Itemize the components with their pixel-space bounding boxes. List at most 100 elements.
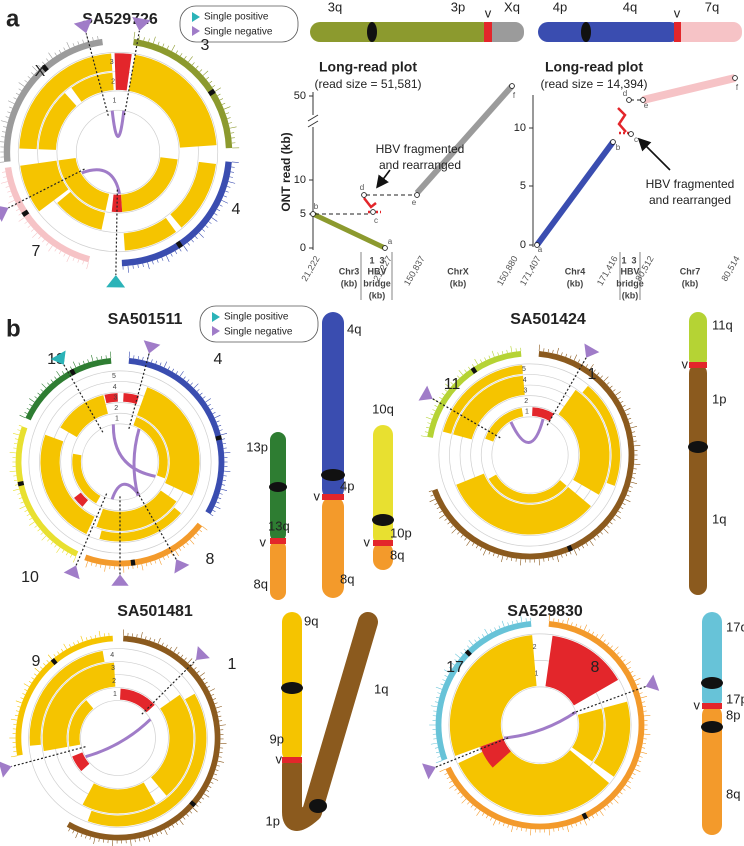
position-tick bbox=[47, 382, 50, 386]
position-tick bbox=[218, 424, 222, 427]
chromosome-segment bbox=[538, 22, 680, 42]
position-tick bbox=[501, 620, 505, 627]
centromere bbox=[215, 435, 222, 441]
copy-number-segment bbox=[60, 395, 108, 438]
position-tick bbox=[425, 416, 432, 420]
position-tick bbox=[639, 692, 643, 694]
position-tick bbox=[230, 171, 235, 173]
position-tick bbox=[430, 742, 438, 745]
position-tick bbox=[7, 190, 11, 193]
position-tick bbox=[5, 186, 10, 188]
position-tick bbox=[9, 106, 13, 109]
centromere bbox=[69, 368, 76, 376]
position-tick bbox=[593, 537, 596, 541]
position-tick bbox=[595, 812, 599, 816]
karyotype-label: 1q bbox=[712, 511, 726, 526]
position-tick bbox=[606, 525, 610, 528]
position-tick bbox=[587, 629, 590, 633]
position-tick bbox=[619, 655, 623, 659]
plot-subtitle: (read size = 51,581) bbox=[314, 77, 421, 91]
position-tick bbox=[133, 31, 136, 39]
position-tick bbox=[56, 547, 61, 553]
position-tick bbox=[209, 688, 215, 692]
position-tick bbox=[140, 632, 143, 639]
breakpoint-marker bbox=[174, 559, 190, 574]
position-tick bbox=[225, 112, 230, 115]
ring-label: 3 bbox=[524, 387, 528, 394]
position-tick bbox=[467, 645, 470, 649]
position-tick bbox=[166, 45, 169, 49]
position-tick bbox=[606, 804, 610, 808]
plot-title: Long-read plot bbox=[545, 59, 643, 75]
position-tick bbox=[192, 807, 198, 813]
position-tick bbox=[622, 659, 626, 662]
position-tick bbox=[573, 549, 578, 556]
legend-marker bbox=[192, 12, 200, 22]
ring-line bbox=[56, 90, 180, 214]
breakpoint-line bbox=[11, 746, 86, 768]
karyotype-label: 8q bbox=[390, 547, 404, 562]
ring-label: 5 bbox=[522, 366, 526, 373]
position-tick bbox=[466, 540, 471, 546]
position-tick bbox=[561, 554, 563, 558]
position-tick bbox=[136, 634, 138, 638]
position-tick bbox=[216, 208, 221, 212]
position-tick bbox=[58, 250, 62, 255]
position-tick bbox=[485, 815, 489, 819]
position-tick bbox=[450, 382, 454, 385]
position-tick bbox=[612, 389, 616, 392]
x-tick-label: 150,880 bbox=[495, 254, 520, 287]
position-tick bbox=[593, 369, 596, 373]
position-tick bbox=[82, 39, 84, 44]
chromosome-label: 4 bbox=[232, 201, 241, 218]
position-tick bbox=[520, 615, 523, 623]
position-tick bbox=[0, 141, 5, 143]
position-tick bbox=[80, 833, 83, 837]
bridge-tick-label: 3 bbox=[379, 255, 384, 265]
karyotype-label: 4q bbox=[623, 0, 637, 14]
position-tick bbox=[511, 620, 514, 625]
position-tick bbox=[450, 525, 454, 528]
position-tick bbox=[27, 76, 31, 79]
position-tick bbox=[638, 760, 642, 763]
position-tick bbox=[15, 92, 20, 96]
position-tick bbox=[600, 531, 603, 535]
position-tick bbox=[28, 681, 32, 684]
position-tick bbox=[30, 72, 34, 76]
position-tick bbox=[47, 654, 53, 660]
chromosome-label: 8 bbox=[206, 551, 215, 568]
section-label: bridge bbox=[363, 278, 391, 288]
position-tick bbox=[32, 232, 38, 238]
position-tick bbox=[547, 557, 549, 562]
position-tick bbox=[501, 350, 504, 355]
karyotype-label: 1q bbox=[374, 681, 388, 696]
rearrangement-link bbox=[85, 718, 152, 759]
position-tick bbox=[442, 679, 446, 682]
position-tick bbox=[231, 161, 239, 163]
centromere bbox=[41, 64, 49, 73]
legend-box bbox=[179, 5, 299, 43]
annotation: HBV fragmented bbox=[376, 142, 465, 156]
position-tick bbox=[221, 102, 226, 105]
position-tick bbox=[145, 636, 147, 640]
position-tick bbox=[39, 666, 43, 670]
position-tick bbox=[48, 245, 53, 252]
chromosome-segment bbox=[484, 22, 524, 42]
ring-label: 2 bbox=[111, 78, 115, 85]
position-tick bbox=[434, 502, 438, 505]
position-tick bbox=[167, 554, 170, 558]
position-tick bbox=[43, 663, 46, 666]
position-tick bbox=[538, 558, 540, 566]
copy-number-segment bbox=[582, 385, 621, 486]
position-tick bbox=[579, 625, 582, 629]
position-tick bbox=[186, 379, 190, 383]
position-tick bbox=[147, 262, 150, 270]
hbv-segment bbox=[104, 393, 118, 404]
position-tick bbox=[24, 80, 28, 83]
position-tick bbox=[151, 359, 153, 363]
centromere bbox=[581, 812, 589, 820]
position-tick bbox=[214, 702, 218, 705]
section-label: (kb) bbox=[567, 278, 584, 288]
position-tick bbox=[439, 514, 445, 519]
position-tick bbox=[640, 696, 648, 699]
